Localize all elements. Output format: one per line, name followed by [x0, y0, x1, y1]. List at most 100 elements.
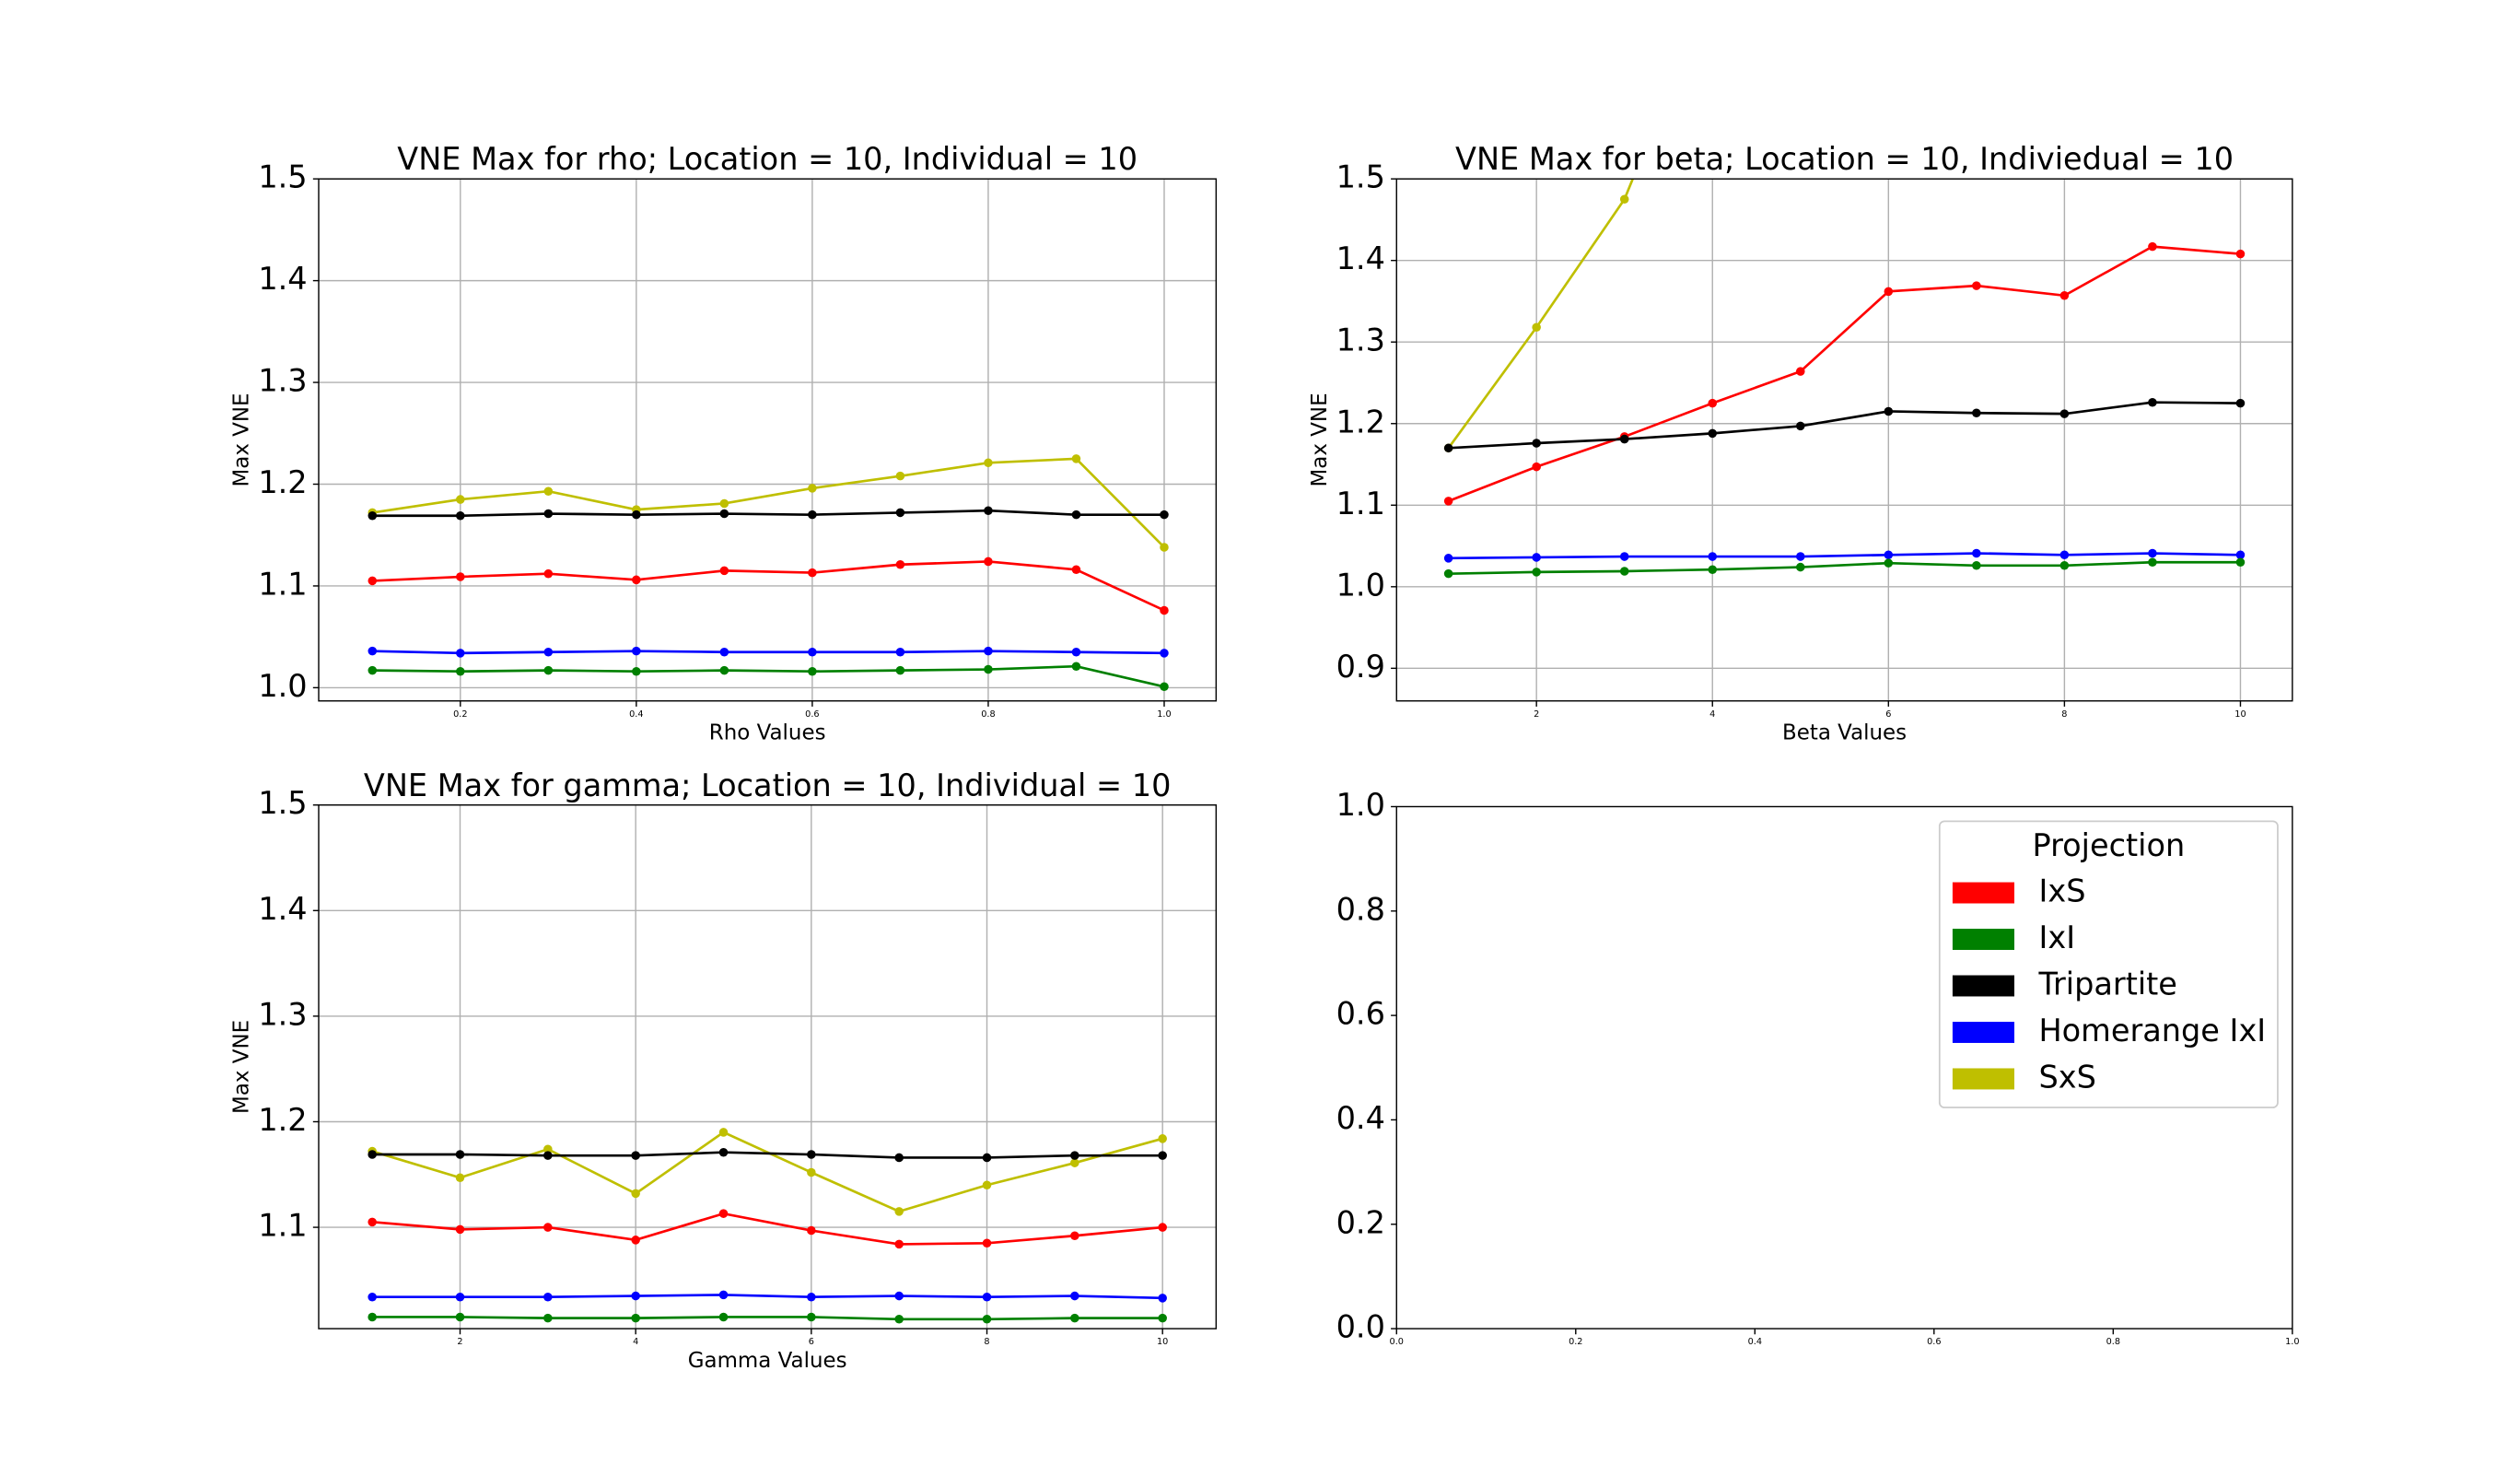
legend-box	[1938, 820, 2279, 1108]
point	[1443, 497, 1453, 506]
point	[808, 568, 817, 578]
y-tick-label: 0.0	[1336, 1309, 1385, 1345]
point	[894, 1315, 904, 1324]
point	[632, 575, 641, 585]
x-tick-label: 0.8	[2106, 1337, 2120, 1347]
x-tick-label: 10	[1157, 1337, 1168, 1347]
point	[631, 1236, 640, 1245]
point	[1071, 662, 1081, 671]
point	[808, 484, 817, 493]
point	[2148, 557, 2157, 568]
x-tick-label: 0.6	[1927, 1337, 1941, 1347]
x-tick-label: 0.2	[1569, 1337, 1582, 1347]
x-tick-label: 1.0	[2285, 1337, 2299, 1347]
point	[1158, 1313, 1167, 1323]
point	[543, 647, 554, 657]
x-axis-label: Gamma Values	[688, 1349, 847, 1373]
point	[1158, 1294, 1167, 1303]
point	[455, 1150, 465, 1159]
point	[2148, 397, 2157, 407]
point	[718, 1290, 729, 1300]
y-tick-label: 0.8	[1336, 891, 1385, 927]
point	[1884, 406, 1894, 416]
line	[372, 560, 1165, 612]
point	[1070, 1313, 1079, 1323]
point	[1443, 443, 1453, 453]
y-tick-label: 1.2	[258, 1102, 307, 1138]
point	[368, 1150, 377, 1159]
point	[368, 646, 378, 656]
y-tick-label: 1.2	[258, 464, 307, 500]
y-tick-label: 1.5	[258, 159, 307, 195]
series	[368, 1147, 1167, 1163]
x-tick-label: 6	[1885, 709, 1891, 720]
y-tick-label: 1.5	[1336, 159, 1385, 195]
legend-swatch	[1952, 1022, 2015, 1043]
series	[1443, 241, 2246, 506]
point	[984, 506, 993, 515]
point	[1071, 647, 1081, 657]
point	[1532, 462, 1541, 472]
y-axis-label: Max VNE	[1308, 392, 1332, 486]
series	[1443, 548, 2246, 563]
point	[718, 1147, 729, 1157]
line	[372, 1294, 1163, 1300]
point	[807, 1167, 816, 1177]
x-tick-label: 0.8	[981, 709, 995, 720]
point	[808, 647, 817, 657]
point	[1160, 682, 1169, 692]
y-tick-label: 1.3	[258, 996, 307, 1032]
point	[719, 566, 729, 576]
series	[1443, 397, 2246, 453]
series	[1443, 179, 1635, 453]
x-tick-label: 2	[457, 1337, 462, 1347]
chart-title: VNE Max for beta; Location = 10, Indivie…	[1455, 141, 2234, 177]
point	[1160, 543, 1169, 552]
point	[2235, 249, 2246, 259]
point	[631, 1291, 640, 1301]
point	[807, 1225, 816, 1236]
point	[631, 1313, 640, 1323]
point	[632, 510, 641, 520]
y-tick-label: 1.4	[1336, 240, 1385, 276]
point	[1619, 194, 1629, 205]
series	[368, 646, 1169, 658]
point	[895, 647, 905, 657]
point	[456, 649, 465, 658]
y-tick-label: 1.5	[258, 785, 307, 821]
x-tick-label: 0.4	[1748, 1337, 1762, 1347]
axes-frame	[1395, 805, 2293, 1330]
point	[1070, 1151, 1079, 1160]
legend-label: Homerange IxI	[2038, 1013, 2266, 1048]
chart-title: VNE Max for rho; Location = 10, Individu…	[397, 141, 1138, 177]
point	[1619, 434, 1629, 444]
point	[1708, 565, 1718, 574]
point	[456, 510, 465, 521]
point	[1796, 421, 1805, 431]
point	[368, 1217, 377, 1227]
point	[368, 1312, 377, 1322]
point	[1796, 367, 1805, 376]
x-tick-label: 8	[984, 1337, 989, 1347]
series	[368, 1312, 1167, 1324]
point	[894, 1239, 904, 1249]
point	[455, 1173, 465, 1182]
point	[2235, 550, 2246, 560]
point	[1972, 408, 1981, 418]
chart-title: VNE Max for gamma; Location = 10, Indivi…	[364, 767, 1171, 803]
point	[807, 1150, 816, 1159]
point	[543, 1292, 553, 1302]
point	[719, 498, 729, 509]
point	[984, 458, 993, 468]
point	[2059, 409, 2070, 418]
line	[1447, 179, 1635, 450]
y-tick-label: 1.4	[258, 261, 307, 297]
point	[894, 1153, 904, 1163]
point	[718, 1128, 729, 1137]
point	[2235, 557, 2246, 568]
point	[895, 559, 905, 569]
point	[368, 576, 378, 586]
point	[543, 509, 554, 519]
point	[543, 1144, 553, 1154]
